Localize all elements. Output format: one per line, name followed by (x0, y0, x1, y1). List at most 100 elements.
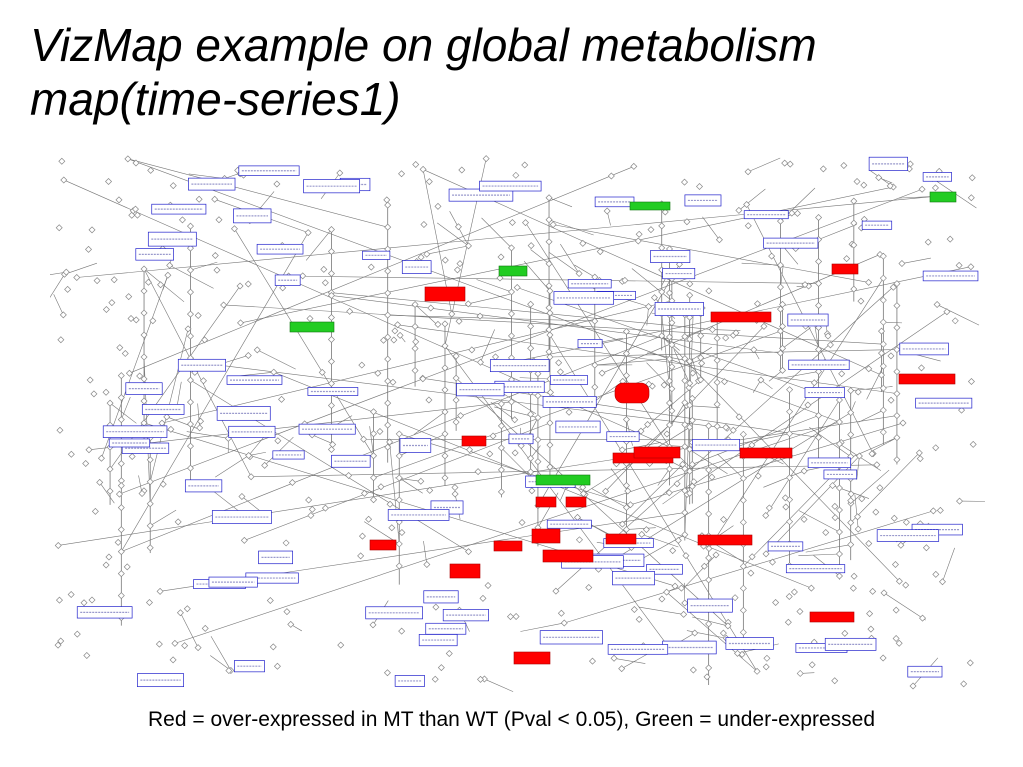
compound-node (88, 226, 96, 234)
compound-node (731, 594, 739, 602)
compound-node (918, 185, 926, 193)
compound-node (476, 358, 484, 366)
compound-node (441, 320, 449, 328)
compound-node (486, 450, 494, 458)
compound-node (197, 417, 205, 425)
compound-node (384, 421, 392, 429)
compound-node (546, 463, 554, 471)
compound-node (893, 346, 901, 354)
reaction-edge (661, 335, 900, 582)
compound-node (448, 310, 456, 318)
compound-node (681, 465, 689, 473)
compound-node (607, 172, 615, 180)
compound-node (164, 271, 172, 279)
compound-node (826, 341, 834, 349)
compound-node (624, 487, 632, 495)
compound-node (735, 413, 743, 421)
over-expressed-pathway (535, 496, 557, 508)
compound-node (786, 160, 794, 168)
compound-node (169, 182, 177, 190)
compound-node (777, 349, 784, 357)
compound-node (618, 665, 626, 673)
compound-node (199, 377, 207, 385)
compound-node (86, 376, 94, 384)
compound-node (411, 367, 419, 375)
compound-node (244, 351, 252, 359)
compound-node (140, 331, 148, 339)
reaction-edge (548, 197, 573, 208)
compound-node (887, 396, 895, 404)
compound-node (801, 281, 809, 289)
over-expressed-pathway (542, 549, 594, 563)
reaction-edge (883, 592, 926, 621)
slide-title: VizMap example on global metabolism map(… (30, 18, 1000, 126)
compound-node (754, 472, 762, 480)
compound-node (56, 426, 64, 434)
compound-node (327, 335, 335, 343)
pathway-label-box (423, 590, 459, 604)
network-svg (50, 155, 985, 692)
under-expressed-pathway (629, 201, 671, 211)
compound-node (686, 357, 694, 365)
compound-node (327, 225, 335, 233)
compound-node (886, 182, 894, 190)
reaction-edge (708, 278, 884, 549)
compound-node (423, 560, 431, 568)
compound-node (497, 444, 505, 452)
compound-node (762, 663, 770, 671)
compound-node (893, 368, 901, 376)
compound-node (685, 384, 693, 392)
compound-node (457, 412, 465, 420)
compound-node (64, 285, 72, 293)
reaction-edge (692, 616, 729, 627)
reaction-edge (622, 464, 683, 525)
compound-node (58, 157, 66, 165)
compound-node (634, 237, 642, 245)
reaction-edge (50, 271, 67, 275)
compound-node (860, 181, 868, 189)
over-expressed-pathway (739, 447, 793, 459)
compound-node (663, 430, 671, 438)
compound-node (384, 333, 392, 341)
compound-node (765, 504, 773, 512)
compound-node (772, 599, 780, 607)
pathway-label-box (425, 622, 467, 635)
compound-node (140, 287, 148, 295)
compound-node (441, 386, 449, 394)
compound-node (273, 180, 281, 188)
compound-node (831, 514, 839, 522)
compound-node (186, 376, 194, 384)
compound-node (441, 364, 449, 372)
compound-node (719, 629, 727, 637)
compound-node (565, 408, 573, 416)
compound-node (686, 467, 694, 475)
compound-node (186, 244, 194, 252)
compound-node (431, 675, 439, 683)
compound-node (497, 422, 505, 430)
compound-node (681, 355, 689, 363)
compound-node (389, 378, 397, 386)
compound-node (321, 504, 329, 512)
compound-node (686, 489, 694, 497)
compound-node (425, 396, 433, 404)
compound-node (479, 594, 487, 602)
compound-node (236, 282, 244, 290)
compound-node (739, 606, 747, 614)
compound-node (105, 553, 113, 561)
reaction-edge (127, 158, 840, 423)
compound-node (739, 474, 747, 482)
compound-node (873, 461, 881, 469)
compound-node (681, 443, 689, 451)
compound-node (398, 528, 406, 536)
compound-node (546, 388, 554, 396)
reaction-edge (666, 591, 758, 672)
compound-node (681, 333, 689, 341)
compound-node (681, 599, 689, 607)
compound-node (720, 515, 728, 523)
compound-node (282, 539, 290, 547)
compound-node (115, 196, 123, 204)
compound-node (892, 635, 900, 643)
compound-node (750, 346, 758, 354)
pathway-label-box (907, 665, 943, 678)
compound-node (391, 327, 399, 335)
